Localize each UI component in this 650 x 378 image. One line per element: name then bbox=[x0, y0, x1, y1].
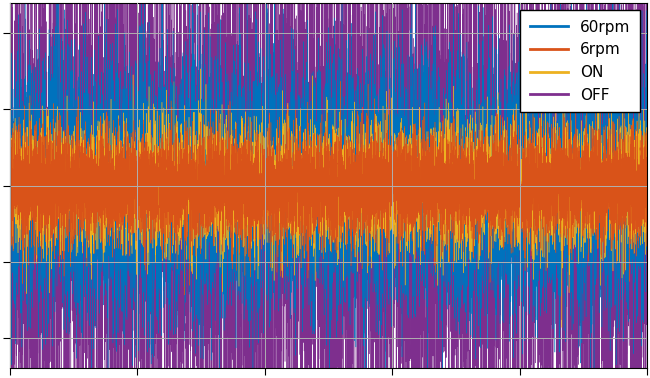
OFF bbox=[44, 318, 52, 322]
ON bbox=[610, 174, 617, 178]
60rpm bbox=[317, 132, 325, 136]
6rpm bbox=[610, 194, 617, 198]
60rpm bbox=[131, 259, 138, 263]
ON bbox=[8, 180, 16, 184]
ON bbox=[131, 200, 138, 204]
ON bbox=[6, 173, 14, 178]
ON bbox=[644, 145, 650, 150]
Line: ON: ON bbox=[10, 69, 647, 327]
6rpm bbox=[32, 169, 40, 174]
6rpm bbox=[318, 234, 326, 239]
6rpm bbox=[644, 217, 650, 222]
6rpm bbox=[336, 79, 344, 84]
ON bbox=[558, 325, 566, 330]
OFF bbox=[610, 279, 617, 284]
6rpm bbox=[181, 293, 188, 297]
6rpm bbox=[8, 167, 16, 171]
Line: 6rpm: 6rpm bbox=[10, 81, 647, 295]
6rpm bbox=[44, 241, 52, 245]
OFF bbox=[131, 214, 138, 218]
OFF bbox=[318, 117, 326, 121]
ON bbox=[196, 67, 204, 71]
6rpm bbox=[6, 173, 14, 178]
60rpm bbox=[44, 158, 52, 163]
ON bbox=[32, 232, 40, 237]
ON bbox=[44, 164, 52, 169]
Legend: 60rpm, 6rpm, ON, OFF: 60rpm, 6rpm, ON, OFF bbox=[521, 11, 640, 112]
60rpm bbox=[32, 214, 40, 218]
Line: OFF: OFF bbox=[10, 0, 647, 378]
ON bbox=[318, 195, 326, 200]
60rpm bbox=[6, 196, 14, 201]
60rpm bbox=[610, 220, 617, 225]
60rpm bbox=[8, 193, 16, 197]
OFF bbox=[8, 246, 16, 251]
Line: 60rpm: 60rpm bbox=[10, 0, 647, 378]
6rpm bbox=[131, 191, 138, 196]
60rpm bbox=[644, 204, 650, 209]
